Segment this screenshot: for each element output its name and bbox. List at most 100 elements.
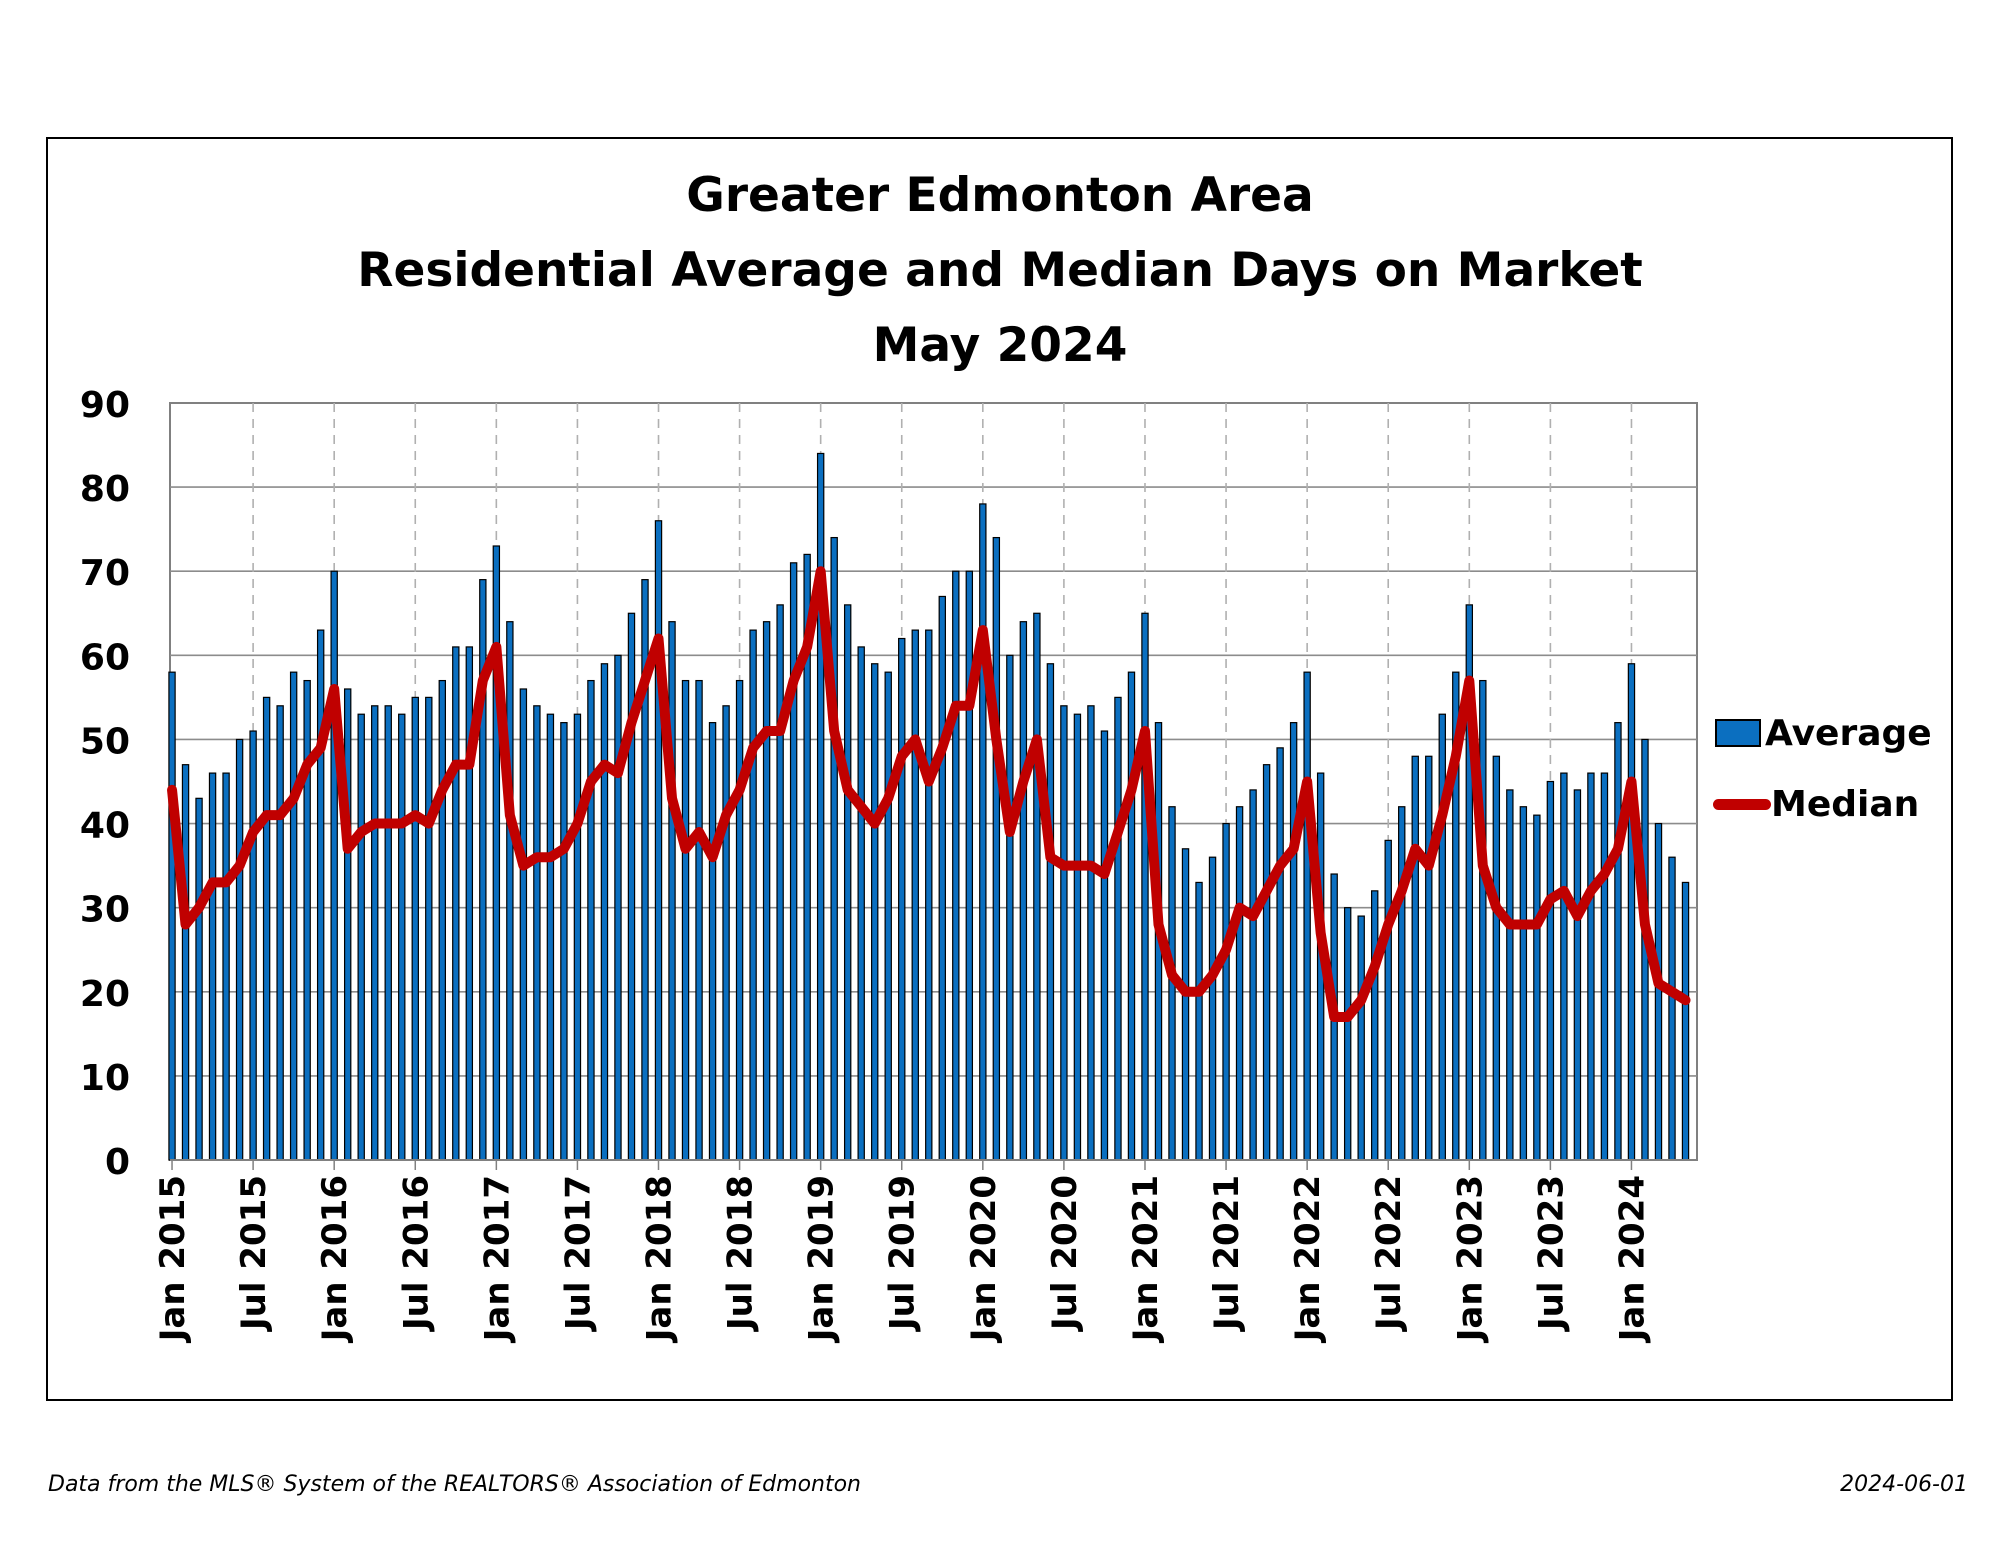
bar-average	[1343, 907, 1352, 1161]
y-tick-label: 60	[80, 637, 130, 678]
bar-average	[681, 679, 690, 1161]
bar-average	[411, 696, 419, 1161]
bar-average	[1235, 806, 1244, 1161]
bar-average	[938, 595, 946, 1161]
bar-average	[1519, 806, 1528, 1161]
bar-average	[1479, 679, 1487, 1161]
x-tick-label: Jan 2020	[964, 1175, 1004, 1343]
x-tick-label: Jan 2015	[153, 1175, 193, 1343]
x-tick-label: Jan 2024	[1612, 1175, 1652, 1343]
bar-average	[1181, 848, 1190, 1161]
bar-average	[276, 705, 284, 1161]
legend-label-average: Average	[1765, 712, 1932, 754]
y-tick-label: 0	[105, 1142, 130, 1183]
bar-average	[1411, 755, 1419, 1161]
bar-average	[1546, 780, 1555, 1161]
bar-average	[1141, 612, 1149, 1161]
chart-frame	[46, 137, 1953, 1401]
bar-average	[1573, 789, 1582, 1161]
bar-average	[1357, 915, 1365, 1161]
bar-average	[1681, 881, 1690, 1161]
bar-average	[843, 604, 852, 1161]
bar-average	[1006, 654, 1014, 1161]
footer-date: 2024-06-01	[1840, 1472, 1968, 1497]
bar-average	[587, 679, 595, 1161]
bar-average	[1425, 755, 1433, 1161]
bar-average	[925, 629, 933, 1161]
bar-average	[1249, 789, 1257, 1161]
bar-average	[857, 646, 865, 1161]
chart-period: May 2024	[872, 318, 1128, 373]
bar-average	[249, 730, 257, 1161]
bar-average	[992, 536, 1001, 1161]
bar-average	[1222, 822, 1230, 1161]
bar-average	[1371, 890, 1379, 1161]
bar-average	[776, 604, 784, 1161]
bar-average	[1654, 822, 1663, 1161]
bar-average	[884, 671, 892, 1161]
bar-average	[519, 688, 528, 1161]
bar-average	[560, 722, 568, 1161]
bar-average	[1195, 881, 1203, 1161]
bar-average	[789, 562, 798, 1161]
bar-average	[262, 696, 271, 1161]
bar-average	[1668, 856, 1676, 1161]
series-line-median	[167, 566, 1691, 1023]
bar-average	[952, 570, 960, 1161]
bar-average	[816, 452, 825, 1161]
bar-average	[749, 629, 757, 1161]
bar-average	[371, 705, 379, 1161]
bar-average	[1303, 671, 1311, 1161]
bar-average	[1289, 722, 1298, 1161]
bar-average	[1262, 764, 1271, 1161]
bar-average	[1627, 663, 1636, 1161]
bar-average	[1492, 755, 1501, 1161]
bar-average	[654, 520, 663, 1161]
bar-average	[546, 713, 555, 1161]
x-tick-label: Jul 2019	[883, 1175, 923, 1332]
y-tick-label: 70	[80, 553, 130, 594]
bar-average	[492, 545, 501, 1161]
bar-average	[303, 679, 311, 1161]
bar-average	[1614, 722, 1622, 1161]
bar-average	[195, 797, 203, 1161]
y-tick-label: 30	[80, 890, 130, 931]
bar-average	[830, 536, 838, 1161]
x-tick-label: Jul 2021	[1207, 1175, 1247, 1332]
bar-average	[1384, 839, 1392, 1161]
bar-average	[722, 705, 730, 1161]
bar-average	[533, 705, 541, 1161]
bar-average	[965, 570, 974, 1161]
bar-average	[1208, 856, 1217, 1161]
bar-average	[1046, 663, 1055, 1161]
bar-average	[1600, 772, 1609, 1161]
bar-average	[425, 696, 433, 1161]
x-tick-label: Jan 2023	[1450, 1175, 1490, 1343]
bar-average	[316, 629, 325, 1161]
bar-average	[1073, 713, 1082, 1161]
bar-average	[168, 671, 176, 1161]
legend-item-median: Median	[1713, 779, 1919, 829]
x-tick-label: Jan 2017	[477, 1175, 517, 1343]
bar-average	[979, 503, 987, 1161]
bar-average	[1127, 671, 1136, 1161]
bar-average	[452, 646, 460, 1161]
bar-average	[222, 772, 230, 1161]
bar-average	[1560, 772, 1568, 1161]
legend-item-average: Average	[1713, 708, 1932, 758]
bar-average	[1398, 806, 1406, 1161]
y-tick-label: 80	[80, 469, 130, 510]
bar-average	[208, 772, 217, 1161]
bar-average	[695, 679, 703, 1161]
bar-average	[506, 621, 514, 1161]
bar-average	[1533, 814, 1541, 1161]
bar-average	[1114, 696, 1122, 1161]
bar-average	[1100, 730, 1109, 1161]
legend-label-median: Median	[1771, 783, 1920, 825]
bar-average	[1087, 705, 1095, 1161]
bar-average	[614, 654, 622, 1161]
y-tick-label: 50	[80, 721, 130, 762]
x-tick-label: Jan 2021	[1126, 1175, 1166, 1343]
x-tick-label: Jul 2020	[1045, 1175, 1085, 1332]
bar-average	[343, 688, 352, 1161]
